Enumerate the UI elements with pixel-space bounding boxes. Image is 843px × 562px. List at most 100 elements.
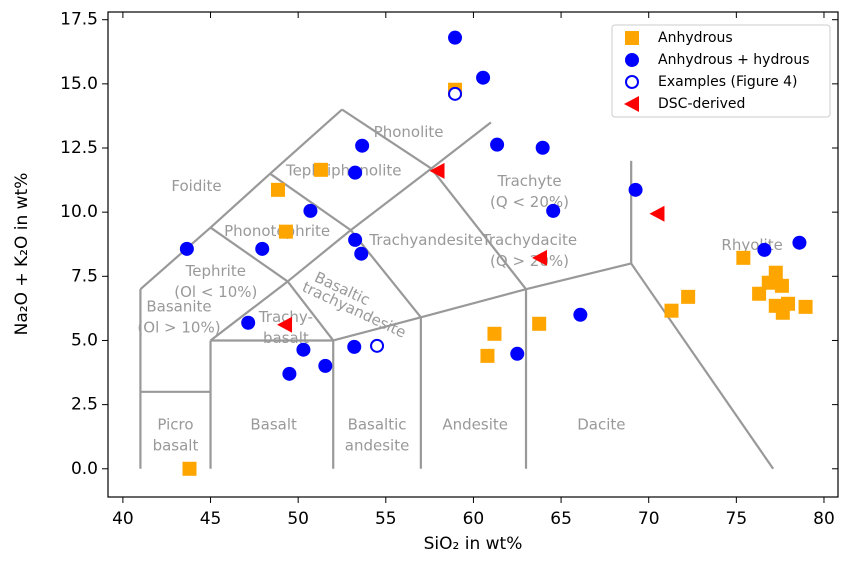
point xyxy=(282,366,297,381)
legend-marker xyxy=(624,96,639,112)
point xyxy=(348,232,363,247)
field-boundary xyxy=(350,167,433,231)
region-label: Basalt xyxy=(250,416,297,434)
point xyxy=(768,265,783,280)
point xyxy=(480,348,495,363)
point xyxy=(757,242,772,257)
point xyxy=(573,307,588,322)
region-label: andesite xyxy=(345,437,410,455)
legend-label: Examples (Figure 4) xyxy=(658,74,798,90)
point xyxy=(278,224,293,239)
y-tick-label: 12.5 xyxy=(60,138,98,158)
point xyxy=(318,358,333,373)
region-label: Phonolite xyxy=(374,123,444,141)
field-boundary xyxy=(269,108,343,175)
field-boundary xyxy=(209,172,271,229)
x-tick-label: 55 xyxy=(375,509,397,529)
legend-marker xyxy=(625,53,639,67)
region-label: Trachy- xyxy=(258,308,313,326)
region-label: basalt xyxy=(263,329,309,347)
point xyxy=(681,289,696,304)
y-tick-label: 0.0 xyxy=(71,459,98,479)
point xyxy=(448,30,463,45)
point xyxy=(736,250,751,265)
x-tick-label: 40 xyxy=(112,509,134,529)
x-tick-label: 60 xyxy=(463,509,485,529)
region-label: (Ol < 10%) xyxy=(174,283,257,301)
y-axis-label: Na₂O + K₂O in wt% xyxy=(12,173,32,336)
field-boundary xyxy=(420,288,527,319)
point xyxy=(798,299,813,314)
x-tick-label: 50 xyxy=(287,509,309,529)
point xyxy=(752,286,767,301)
field-boundary xyxy=(525,262,632,291)
region-label: Dacite xyxy=(577,416,625,434)
legend-box xyxy=(611,24,831,118)
point xyxy=(649,205,665,222)
point xyxy=(781,296,796,311)
point xyxy=(255,241,270,256)
region-label: Tephrite xyxy=(185,262,246,280)
point xyxy=(535,140,550,155)
region-label: Trachyandesite xyxy=(368,231,483,249)
region-label: (Ol > 10%) xyxy=(137,319,220,337)
point xyxy=(532,249,548,266)
point xyxy=(510,346,525,361)
point xyxy=(546,203,561,218)
y-tick-label: 5.0 xyxy=(71,330,98,350)
point xyxy=(241,315,256,330)
legend-label: Anhydrous + hydrous xyxy=(658,52,810,68)
field-boundary xyxy=(209,280,289,342)
region-label: Andesite xyxy=(442,416,508,434)
legend-marker xyxy=(625,31,639,45)
region-label: Trachydacite xyxy=(481,231,577,249)
region-label: basalt xyxy=(153,437,199,455)
field-boundary xyxy=(430,167,527,290)
point xyxy=(355,138,370,153)
region-label: Foidite xyxy=(171,177,221,195)
point xyxy=(271,182,286,197)
y-tick-label: 15.0 xyxy=(60,74,98,94)
field-boundary xyxy=(209,226,289,283)
point xyxy=(354,246,369,261)
point xyxy=(296,342,311,357)
point xyxy=(792,235,807,250)
y-tick-label: 7.5 xyxy=(71,266,98,286)
legend-marker xyxy=(625,75,639,89)
x-tick-label: 45 xyxy=(200,509,222,529)
point xyxy=(476,70,491,85)
region-label: Tephriphonolite xyxy=(285,162,402,180)
point xyxy=(532,316,547,331)
region-label: (Q > 20%) xyxy=(490,252,569,270)
field-boundary xyxy=(286,229,352,283)
region-label: Trachyte xyxy=(496,172,561,190)
region-label: Basanite xyxy=(146,298,211,316)
point xyxy=(347,339,362,354)
x-tick-label: 80 xyxy=(813,509,835,529)
x-tick-label: 70 xyxy=(638,509,660,529)
region-label: Picro xyxy=(157,416,193,434)
field-boundary xyxy=(286,280,335,342)
y-tick-label: 17.5 xyxy=(60,10,98,30)
field-boundary xyxy=(332,316,422,342)
legend-label: DSC-derived xyxy=(658,96,745,112)
point xyxy=(313,162,328,177)
point xyxy=(182,461,197,476)
field-boundary xyxy=(139,226,212,290)
point xyxy=(774,278,789,293)
point xyxy=(490,137,505,152)
field-boundary xyxy=(630,262,775,470)
field-boundary xyxy=(430,121,492,170)
legend-label: Anhydrous xyxy=(658,30,733,46)
y-tick-label: 2.5 xyxy=(71,395,98,415)
point xyxy=(179,241,194,256)
point xyxy=(628,182,643,197)
point xyxy=(303,203,318,218)
point xyxy=(277,316,293,333)
region-label: Phonotephrite xyxy=(224,222,330,240)
point xyxy=(348,165,363,180)
region-label: Rhyolite xyxy=(721,236,782,254)
field-boundary xyxy=(341,108,432,170)
region-label: Basaltic xyxy=(348,416,407,434)
